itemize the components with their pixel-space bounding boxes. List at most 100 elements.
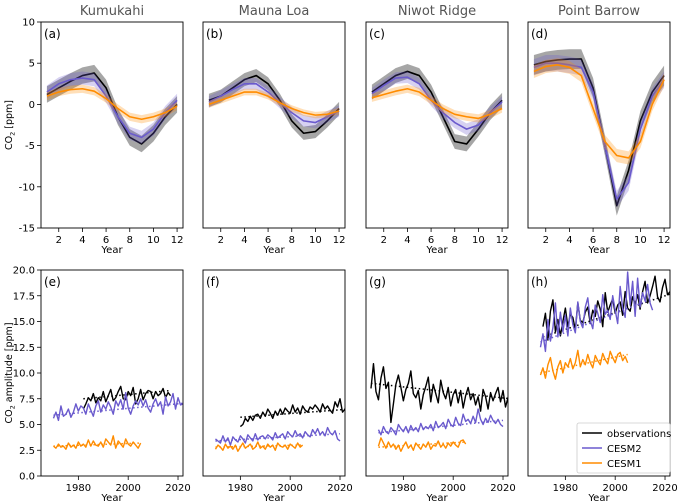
axes-frame-f	[202, 269, 346, 477]
panel-label: (g)	[369, 275, 386, 289]
band-cesm2	[371, 71, 503, 135]
line-cesm2	[52, 391, 183, 422]
x-tick-label: 8	[289, 235, 295, 246]
panel-g: 1980 2000 2020 Year (g)	[365, 269, 516, 502]
line-cesm1	[46, 87, 178, 121]
y-tick-label: 10	[22, 18, 35, 29]
panel-label: (f)	[206, 275, 220, 289]
x-tick-label: 6	[590, 235, 596, 246]
line-cesm2	[533, 62, 665, 200]
x-tick-label: 2	[543, 235, 549, 246]
trend-cesm2	[540, 298, 653, 343]
x-axis-label: Year	[587, 245, 610, 256]
trend-cesm1	[53, 442, 141, 447]
y-tick-label: -15	[19, 224, 35, 235]
legend-label-observations: observations	[607, 429, 671, 440]
x-tick-label: 4	[404, 235, 410, 246]
x-tick-label: 12	[171, 235, 184, 246]
x-tick-label: 6	[103, 235, 109, 246]
trend-cesm2	[378, 419, 504, 434]
x-tick-label: 2	[218, 235, 224, 246]
panel-h: 1980 2000 2020 Year (h)	[527, 269, 678, 502]
panel-label: (d)	[531, 27, 548, 41]
trend-cesm1	[540, 353, 628, 374]
x-axis-label: Year	[262, 493, 285, 502]
y-tick-label: 2.5	[19, 446, 35, 457]
trend-cesm2	[53, 402, 183, 416]
band-observations	[46, 64, 178, 153]
y-tick-label: 20.0	[13, 266, 35, 277]
line-observations	[370, 363, 508, 424]
x-tick-label: 2020	[165, 483, 190, 494]
panel-label: (b)	[206, 27, 223, 41]
trend-observations	[83, 389, 171, 400]
panel-label: (e)	[44, 275, 61, 289]
y-tick-label: 17.5	[13, 291, 35, 302]
plot-area-e	[52, 385, 183, 450]
plot-area-b	[208, 68, 340, 140]
plot-area-d	[533, 49, 665, 216]
line-cesm1	[371, 87, 503, 120]
y-tick-label: 12.5	[13, 343, 35, 354]
panel-label: (a)	[44, 27, 61, 41]
legend-label-cesm1: CESM1	[607, 459, 642, 470]
line-cesm2	[377, 408, 504, 436]
x-axis-label: Year	[100, 245, 123, 256]
panel-label: (h)	[531, 275, 548, 289]
trend-cesm2	[215, 433, 341, 442]
y-tick-label: -5	[25, 141, 35, 152]
panel-c: 2 4 6 8 10 12 Year (c) Niwot Ridge	[365, 4, 509, 256]
trend-observations	[370, 382, 508, 400]
panel-d: 2 4 6 8 10 12 Year (d) Point Barrow	[527, 4, 670, 256]
axes-frame-c	[365, 21, 509, 229]
y-tick-label: 10.0	[13, 369, 35, 380]
line-cesm2	[539, 271, 654, 353]
band-cesm2	[208, 78, 340, 129]
y-tick-label: 7.5	[19, 394, 35, 405]
line-observations	[208, 74, 340, 135]
line-cesm2	[371, 76, 503, 130]
line-cesm2	[46, 77, 178, 139]
x-tick-label: 6	[428, 235, 434, 246]
x-tick-label: 1980	[391, 483, 416, 494]
panel-b: 2 4 6 8 10 12 Year (b) Mauna Loa	[202, 4, 345, 256]
plot-area-c	[371, 64, 503, 152]
y-tick-label: 15.0	[13, 317, 35, 328]
panel-a: 2 4 6 8 10 12 10 5 0 -5 -10 -15 Year CO2 [ppm] (a) Kumu…	[4, 4, 183, 256]
panel-title: Point Barrow	[558, 4, 640, 19]
x-tick-label: 2000	[440, 483, 465, 494]
x-tick-label: 1980	[553, 483, 578, 494]
legend-label-cesm2: CESM2	[607, 444, 642, 455]
x-tick-label: 10	[634, 235, 647, 246]
line-cesm1	[214, 441, 304, 452]
x-tick-label: 1980	[66, 483, 91, 494]
trend-cesm1	[378, 441, 466, 448]
x-tick-label: 2	[381, 235, 387, 246]
axes-frame-h	[527, 269, 671, 477]
x-tick-label: 10	[147, 235, 160, 246]
axes-frame-g	[365, 269, 509, 477]
line-cesm1	[377, 437, 467, 452]
x-tick-label: 4	[79, 235, 85, 246]
y-axis-label: CO2 amplitude [ppm]	[4, 322, 17, 423]
x-tick-label: 2	[56, 235, 62, 246]
x-axis-label: Year	[425, 245, 448, 256]
trend-cesm1	[215, 444, 303, 448]
x-tick-label: 2000	[277, 483, 302, 494]
x-tick-label: 4	[566, 235, 572, 246]
band-observations	[371, 64, 503, 152]
x-tick-label: 2020	[490, 483, 515, 494]
legend-box	[576, 422, 671, 474]
line-observations	[239, 398, 345, 428]
panel-title: Kumukahi	[80, 4, 144, 19]
legend: observations CESM2 CESM1	[576, 422, 671, 474]
x-axis-label: Year	[262, 245, 285, 256]
x-tick-label: 8	[127, 235, 133, 246]
axes-frame-a	[40, 21, 184, 229]
x-tick-label: 2000	[602, 483, 627, 494]
y-tick-label: 0	[29, 100, 35, 111]
x-axis-label: Year	[100, 493, 123, 502]
line-cesm1	[53, 435, 142, 450]
panel-label: (c)	[369, 27, 385, 41]
